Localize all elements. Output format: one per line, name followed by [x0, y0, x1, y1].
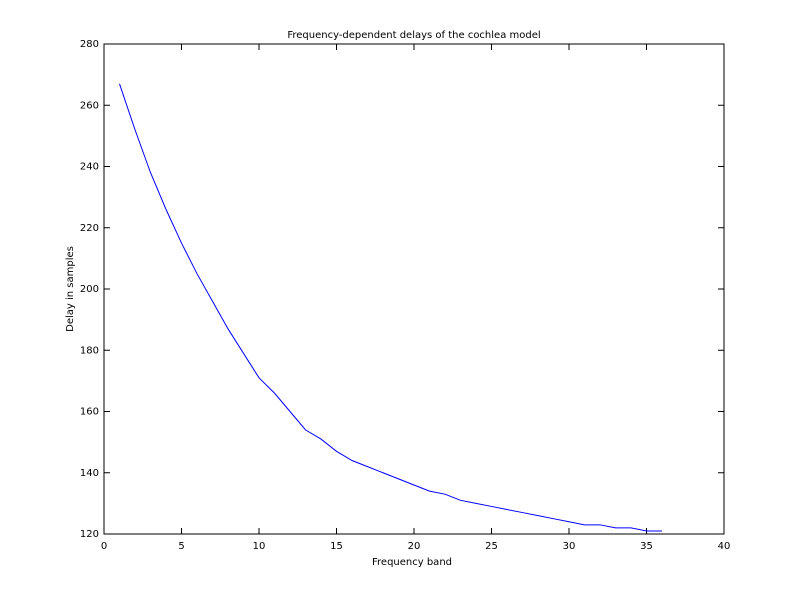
y-tick-label: 280: [80, 39, 99, 50]
y-tick-label: 140: [80, 468, 99, 479]
y-tick-label: 200: [80, 284, 99, 295]
y-tick-label: 120: [80, 529, 99, 540]
plot-frame: [103, 43, 725, 535]
y-tick-label: 160: [80, 407, 99, 418]
x-tick-label: 40: [718, 541, 731, 552]
x-tick-label: 20: [408, 541, 421, 552]
y-tick-label: 220: [80, 223, 99, 234]
x-tick-label: 10: [253, 541, 266, 552]
x-tick-label: 35: [640, 541, 653, 552]
y-tick-label: 180: [80, 345, 99, 356]
x-tick-label: 15: [330, 541, 343, 552]
x-tick-label: 0: [101, 541, 107, 552]
y-axis-label: Delay in samples: [65, 246, 76, 332]
chart-title: Frequency-dependent delays of the cochle…: [287, 30, 540, 41]
data-line: [119, 83, 662, 532]
y-tick-label: 260: [80, 100, 99, 111]
x-axis-label: Frequency band: [372, 557, 452, 568]
x-tick-label: 5: [178, 541, 184, 552]
x-tick-label: 30: [563, 541, 576, 552]
x-tick-label: 25: [485, 541, 498, 552]
y-tick-label: 240: [80, 162, 99, 173]
